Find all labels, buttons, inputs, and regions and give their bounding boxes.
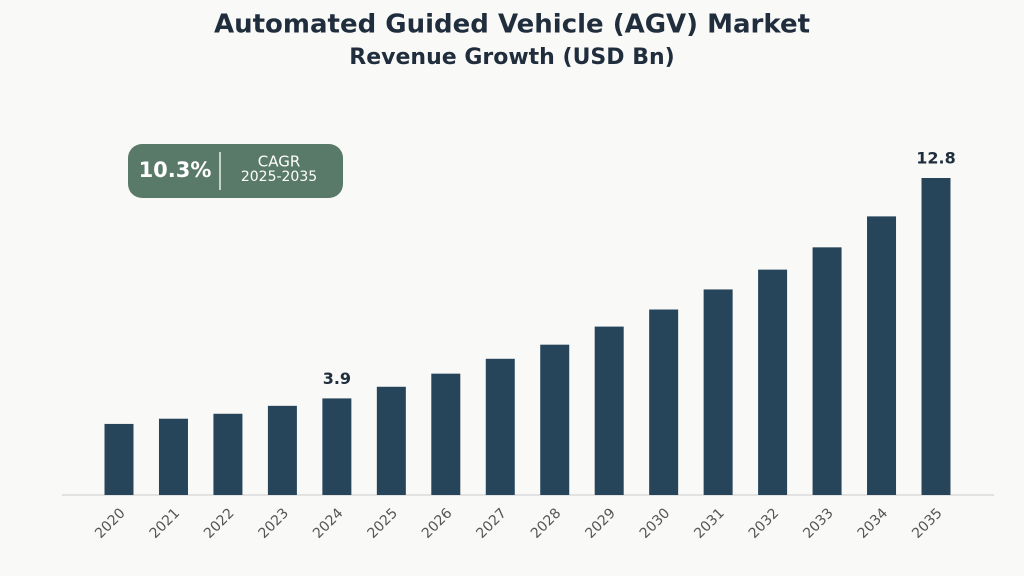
- bar: [431, 373, 461, 495]
- bar: [649, 309, 679, 495]
- bar: [485, 358, 515, 495]
- cagr-label: CAGR: [258, 153, 301, 171]
- chart-subtitle: Revenue Growth (USD Bn): [349, 45, 674, 70]
- bar: [104, 423, 134, 495]
- bar: [594, 326, 624, 495]
- value-label: 12.8: [916, 149, 955, 168]
- bar: [921, 178, 951, 495]
- value-label: 3.9: [323, 369, 351, 388]
- bar: [867, 216, 897, 495]
- bar: [812, 247, 842, 495]
- bar: [376, 386, 406, 495]
- bar: [758, 269, 788, 495]
- chart-title: Automated Guided Vehicle (AGV) Market: [214, 10, 810, 40]
- bar: [703, 289, 733, 495]
- cagr-value: 10.3%: [139, 158, 212, 182]
- badge-background: [128, 144, 343, 198]
- bar: [158, 418, 188, 495]
- bar: [322, 398, 352, 495]
- bar: [540, 344, 570, 495]
- bar: [213, 413, 243, 495]
- bar: [267, 405, 297, 495]
- cagr-badge: 10.3% CAGR 2025-2035: [128, 144, 343, 198]
- cagr-period: 2025-2035: [241, 169, 317, 185]
